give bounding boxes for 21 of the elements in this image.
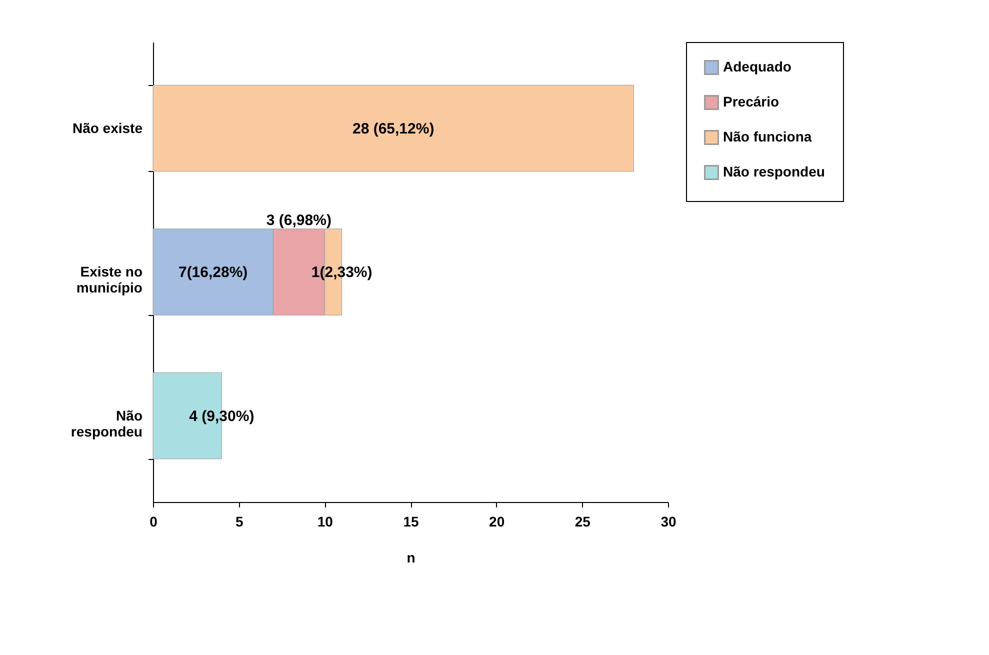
x-tick-label: 5 [235,514,244,530]
legend-label: Não funciona [723,128,812,144]
legend-label: Adequado [723,58,792,74]
y-tick-label: Não existe [72,120,143,136]
data-label: 3 (6,98%) [266,212,332,229]
legend-label: Precário [723,94,780,110]
x-tick-label: 15 [403,514,419,530]
x-tick-label: 20 [489,514,505,530]
data-label: 7(16,28%) [178,264,248,281]
y-tick-label: Não respondeu [70,407,142,440]
data-label: 4 (9,30%) [189,408,254,425]
y-tick-label: Existe no município [76,264,142,296]
x-tick-label: 30 [660,514,676,530]
data-label: 1(2,33%) [311,264,372,281]
bar [152,84,634,172]
x-tick-label: 0 [150,514,158,530]
x-tick-label: 10 [317,514,334,530]
data-label: 28 (65,12%) [352,120,434,138]
x-axis-title: n [406,550,416,566]
legend-label: Não respondeu [723,164,825,180]
x-tick-label: 25 [574,514,591,530]
